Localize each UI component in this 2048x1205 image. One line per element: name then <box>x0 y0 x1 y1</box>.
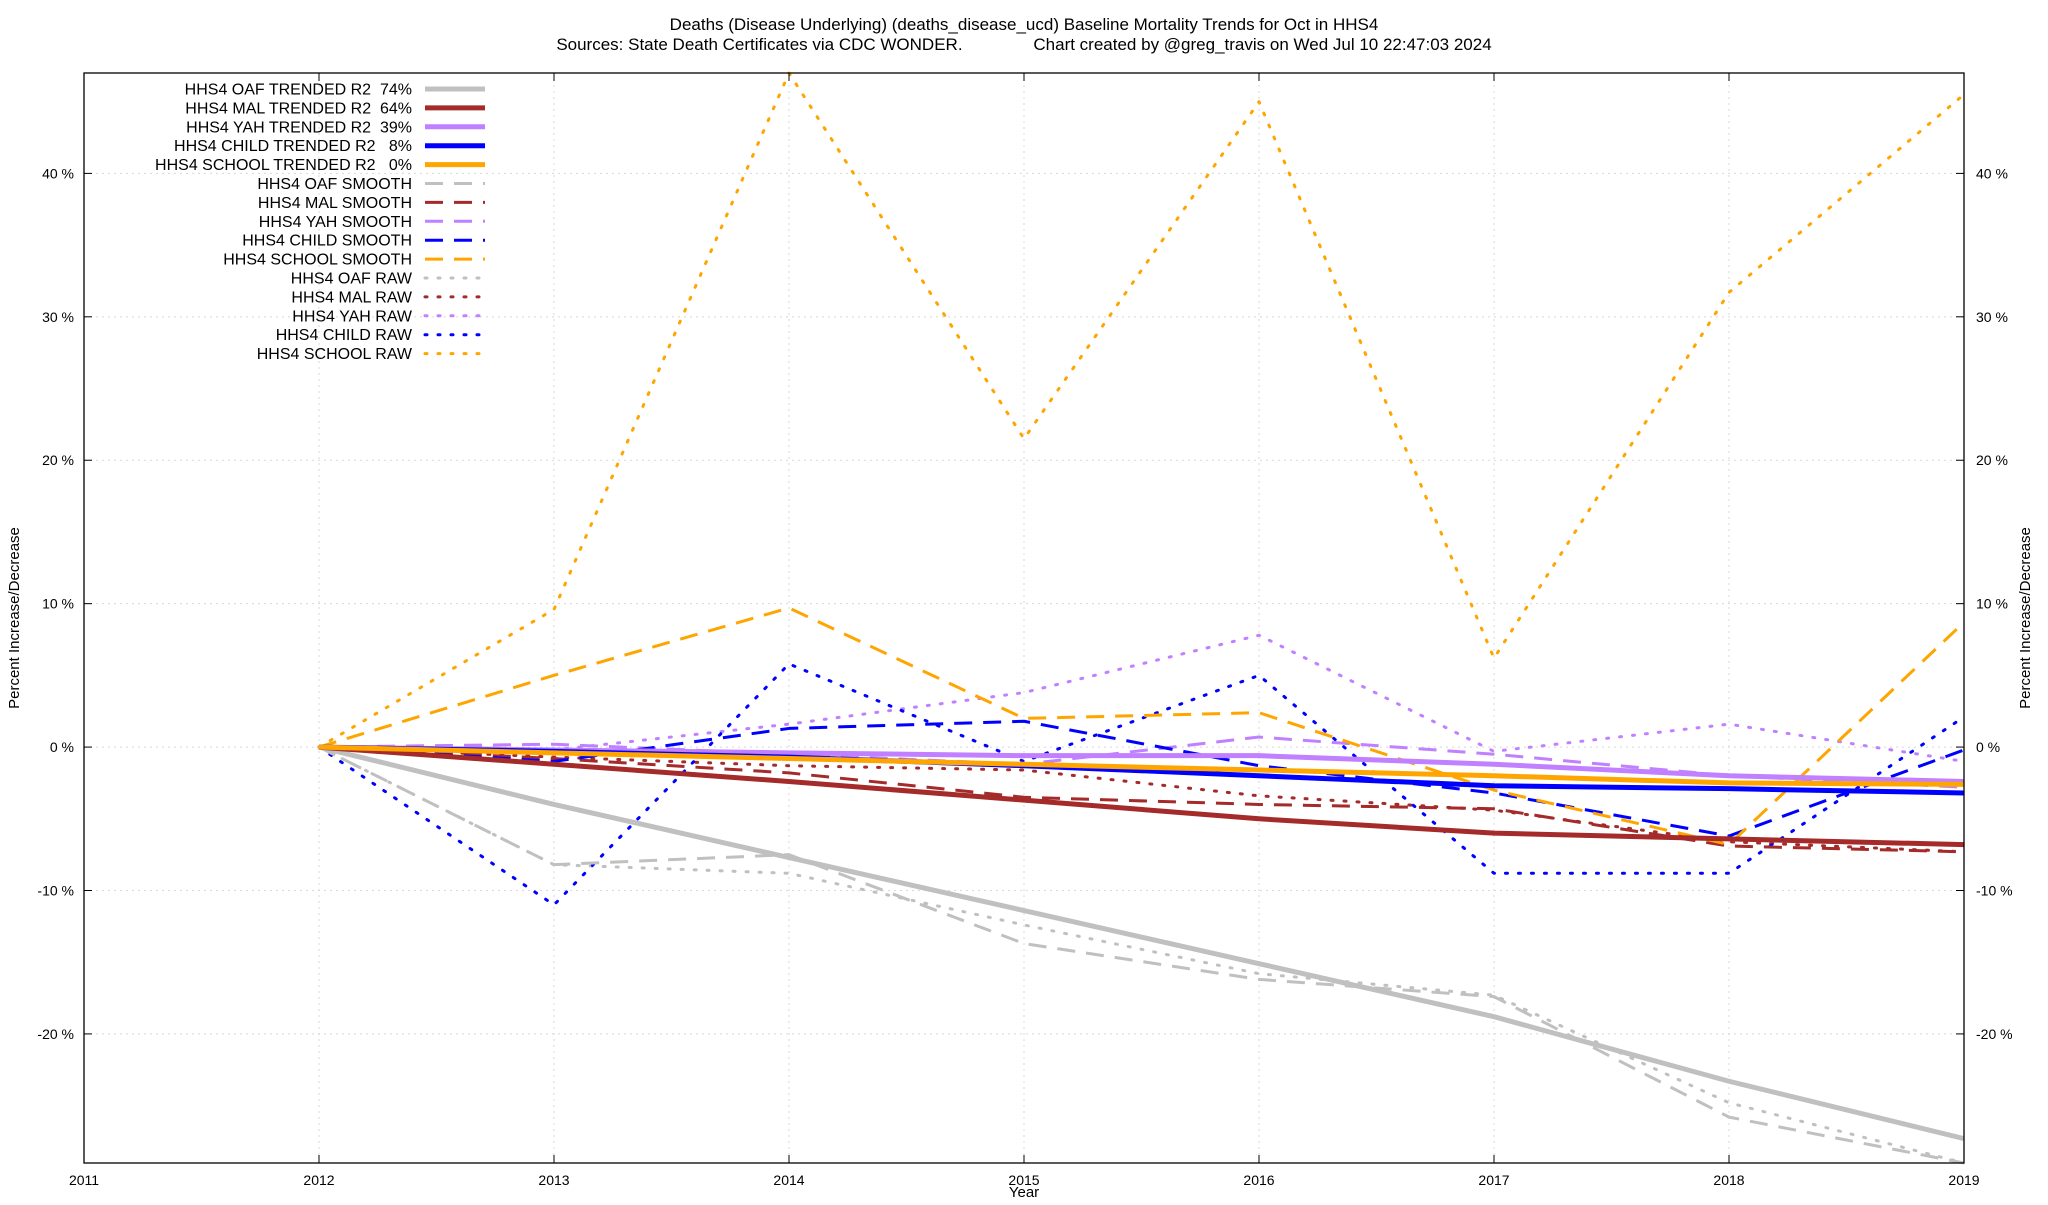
legend-label: HHS4 CHILD RAW <box>276 327 413 344</box>
legend: HHS4 OAF TRENDED R2 74%HHS4 MAL TRENDED … <box>155 82 487 363</box>
legend-label: HHS4 MAL RAW <box>291 289 413 306</box>
legend-label: HHS4 YAH SMOOTH <box>259 214 412 231</box>
y-tick-label: 30 % <box>42 309 74 325</box>
x-tick-label: 2017 <box>1478 1172 1509 1188</box>
x-tick-label: 2018 <box>1713 1172 1744 1188</box>
y2-tick-label: 10 % <box>1976 596 2008 612</box>
y2-axis-label: Percent Increase/Decrease <box>2017 527 2034 709</box>
legend-label: HHS4 YAH TRENDED R2 39% <box>186 119 412 136</box>
y2-tick-label: 30 % <box>1976 309 2008 325</box>
legend-label: HHS4 SCHOOL SMOOTH <box>223 252 412 269</box>
y-tick-label: 10 % <box>42 596 74 612</box>
y-tick-label: 40 % <box>42 165 74 181</box>
x-tick-label: 2012 <box>303 1172 334 1188</box>
series-lines <box>317 71 1966 1165</box>
axes: 2011 2012 2013 2014 2015 2016 2017 2018 2019 -20 … <box>37 73 2013 1188</box>
series-line-hhs4-oaf-smooth <box>318 745 1965 1165</box>
y2-tick-label: 20 % <box>1976 452 2008 468</box>
series-line-hhs4-child-smooth <box>318 719 1965 838</box>
x-axis-label: Year <box>1009 1184 1039 1200</box>
x-tick-label: 2013 <box>538 1172 569 1188</box>
legend-label: HHS4 OAF SMOOTH <box>257 176 412 193</box>
series-line-hhs4-child-raw <box>317 662 1966 907</box>
legend-label: HHS4 SCHOOL TRENDED R2 0% <box>155 157 412 174</box>
legend-label: HHS4 OAF RAW <box>291 271 413 288</box>
series-line-hhs4-mal-trended-r2-64 <box>318 744 1965 848</box>
x-tick-label: 2014 <box>773 1172 804 1188</box>
x-tick-label: 2011 <box>69 1172 99 1188</box>
x-tick-label: 2016 <box>1243 1172 1274 1188</box>
legend-label: HHS4 MAL TRENDED R2 64% <box>185 100 412 117</box>
chart-subtitle: Sources: State Death Certificates via CD… <box>556 35 1491 54</box>
y-tick-label: 0 % <box>50 739 74 755</box>
x-tick-label: 2015 <box>1008 1172 1039 1188</box>
series-line-hhs4-school-raw <box>317 71 1966 749</box>
series-line-hhs4-school-trended-r2-0 <box>318 744 1965 787</box>
series-line-hhs4-mal-raw <box>317 745 1966 854</box>
chart-title: Deaths (Disease Underlying) (deaths_dise… <box>670 15 1379 34</box>
legend-label: HHS4 CHILD TRENDED R2 8% <box>174 138 412 155</box>
y2-tick-label: 40 % <box>1976 165 2008 181</box>
y-axis-label: Percent Increase/Decrease <box>6 527 23 709</box>
series-line-hhs4-oaf-trended-r2-74 <box>318 744 1965 1142</box>
y-tick-label: 20 % <box>42 452 74 468</box>
y2-tick-label: 0 % <box>1976 739 2000 755</box>
y-tick-label: -10 % <box>37 883 74 899</box>
x-tick-label: 2019 <box>1948 1172 1979 1188</box>
legend-label: HHS4 OAF TRENDED R2 74% <box>185 82 412 99</box>
y2-tick-label: -20 % <box>1976 1026 2013 1042</box>
legend-label: HHS4 SCHOOL RAW <box>257 346 413 363</box>
legend-label: HHS4 MAL SMOOTH <box>258 195 412 212</box>
legend-label: HHS4 CHILD SMOOTH <box>242 233 412 250</box>
legend-label: HHS4 YAH RAW <box>292 308 413 325</box>
y-tick-label: -20 % <box>37 1026 74 1042</box>
y2-tick-label: -10 % <box>1976 883 2013 899</box>
